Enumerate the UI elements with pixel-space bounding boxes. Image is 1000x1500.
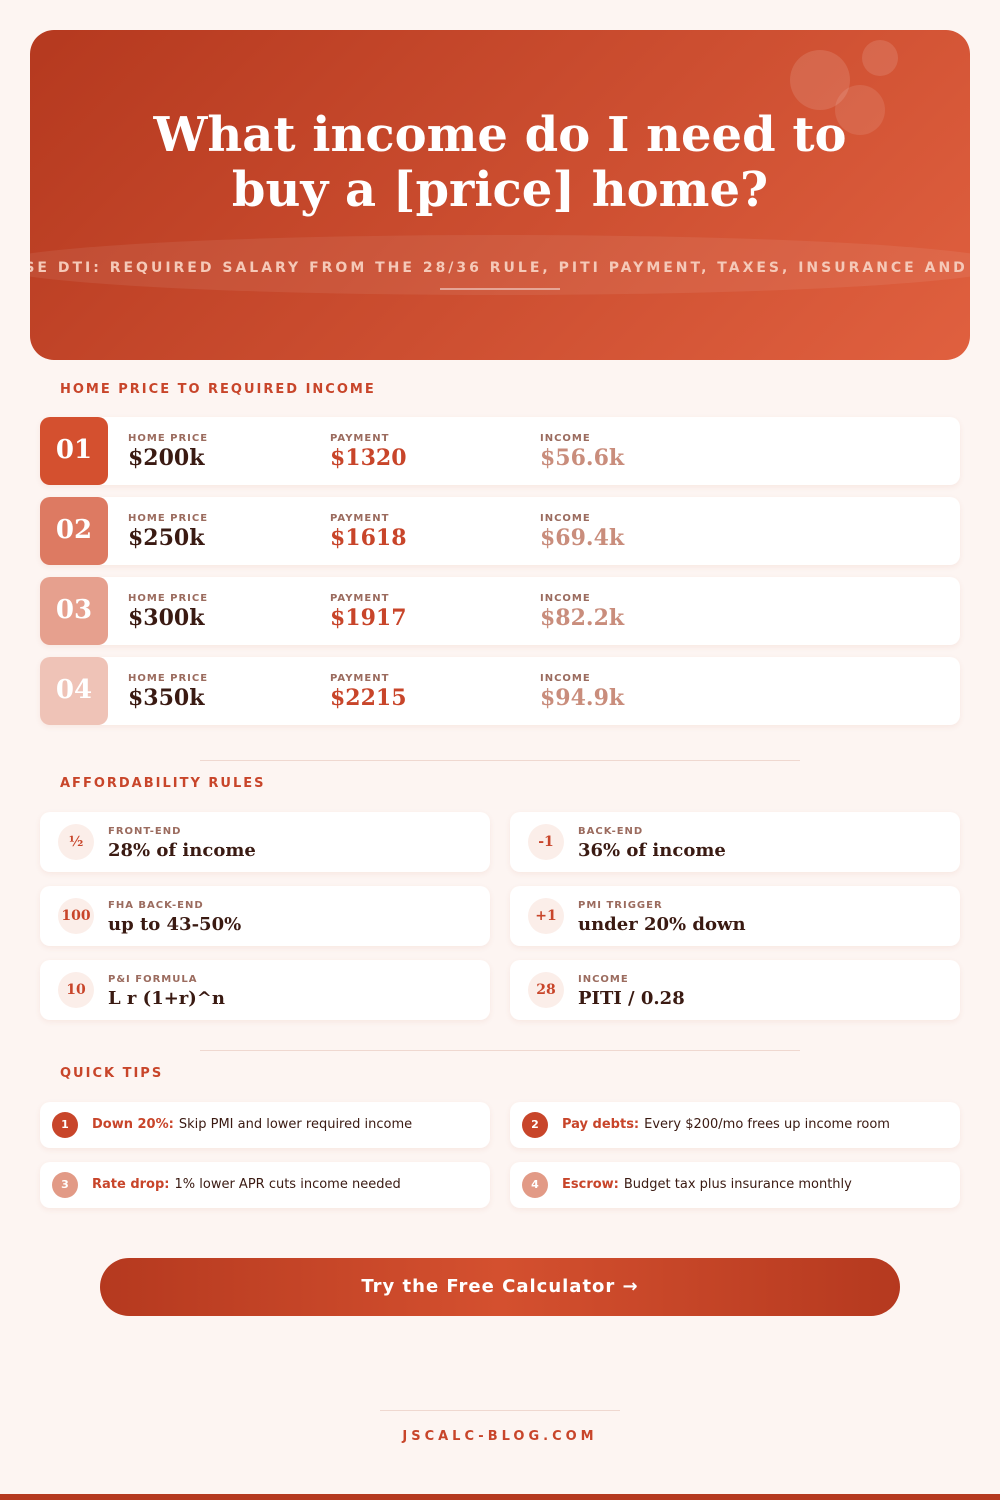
rule-label: P&I FORMULA <box>108 974 198 985</box>
bottom-bar <box>0 1494 1000 1500</box>
rule-icon: +1 <box>528 898 564 934</box>
tip-text: Escrow: Budget tax plus insurance monthly <box>562 1177 852 1192</box>
rule-icon: -1 <box>528 824 564 860</box>
tip-text: Pay debts: Every $200/mo frees up income … <box>562 1117 890 1132</box>
divider <box>200 1050 800 1051</box>
payment-value: $2215 <box>330 685 407 711</box>
row-number: 04 <box>40 657 108 725</box>
tip-card <box>40 1102 490 1148</box>
tip-body: Skip PMI and lower required income <box>178 1117 413 1132</box>
decor <box>30 235 970 295</box>
rule-value: PITI / 0.28 <box>578 988 685 1009</box>
rule <box>440 288 560 290</box>
tip-lead: Rate drop: <box>92 1177 170 1192</box>
tip-text: Down 20%: Skip PMI and lower required inc… <box>92 1117 412 1132</box>
subtitle-wrap: REVERSE DTI: REQUIRED SALARY FROM THE 28… <box>30 260 970 276</box>
rule-value: up to 43-50% <box>108 914 242 935</box>
payment-value: $1320 <box>330 445 407 471</box>
tip-body: 1% lower APR cuts income needed <box>174 1177 401 1192</box>
rule-label: BACK-END <box>578 826 644 837</box>
rule-icon: 28 <box>528 972 564 1008</box>
rule-card <box>40 886 490 946</box>
tip-lead: Pay debts: <box>562 1117 640 1132</box>
tip-number: 2 <box>522 1112 548 1138</box>
price-label: HOME PRICE <box>128 513 209 524</box>
payment-value: $1917 <box>330 605 407 631</box>
decor <box>862 40 898 76</box>
tip-body: Every $200/mo frees up income room <box>644 1117 890 1132</box>
decor <box>835 85 885 135</box>
income-label: INCOME <box>540 513 591 524</box>
tip-body: Budget tax plus insurance monthly <box>623 1177 852 1192</box>
rule-icon: 10 <box>58 972 94 1008</box>
rule-card <box>40 960 490 1020</box>
decor <box>790 50 850 110</box>
tip-card <box>40 1162 490 1208</box>
row-number: 03 <box>40 577 108 645</box>
payment-label: PAYMENT <box>330 513 390 524</box>
price-label: HOME PRICE <box>128 673 209 684</box>
footer-site: JSCALC-BLOG.COM <box>402 1429 598 1444</box>
divider <box>200 760 800 761</box>
payment-label: PAYMENT <box>330 593 390 604</box>
tip-lead: Escrow: <box>562 1177 619 1192</box>
subtitle: REVERSE DTI: REQUIRED SALARY FROM THE 28… <box>30 260 970 276</box>
income-label: INCOME <box>540 433 591 444</box>
rule-card <box>510 812 960 872</box>
income-label: INCOME <box>540 593 591 604</box>
income-value: $56.6k <box>540 445 625 471</box>
price-value: $250k <box>128 525 205 551</box>
rule-card <box>510 960 960 1020</box>
income-value: $82.2k <box>540 605 625 631</box>
tip-number: 3 <box>52 1172 78 1198</box>
row-card <box>40 497 960 565</box>
income-value: $69.4k <box>540 525 625 551</box>
tip-number: 4 <box>522 1172 548 1198</box>
tip-card <box>510 1162 960 1208</box>
row-number: 02 <box>40 497 108 565</box>
rule-value: L r (1+r)^n <box>108 988 225 1009</box>
hero: What income do I need to buy a [price] h… <box>30 30 970 360</box>
rule-card <box>40 812 490 872</box>
divider <box>380 1410 620 1411</box>
tip-number: 1 <box>52 1112 78 1138</box>
price-value: $200k <box>128 445 205 471</box>
payment-label: PAYMENT <box>330 433 390 444</box>
rule-value: 28% of income <box>108 840 256 861</box>
title: buy a [price] home? <box>231 162 769 218</box>
payment-value: $1618 <box>330 525 407 551</box>
section-heading: AFFORDABILITY RULES <box>60 776 266 791</box>
tip-card <box>510 1102 960 1148</box>
tip-text: Rate drop: 1% lower APR cuts income neede… <box>92 1177 401 1192</box>
row-card <box>40 657 960 725</box>
rule-card <box>510 886 960 946</box>
rule-label: FRONT-END <box>108 826 182 837</box>
price-value: $350k <box>128 685 205 711</box>
rule-label: FHA BACK-END <box>108 900 204 911</box>
title: What income do I need to <box>153 107 847 163</box>
price-label: HOME PRICE <box>128 433 209 444</box>
section-heading: HOME PRICE TO REQUIRED INCOME <box>60 382 376 397</box>
income-label: INCOME <box>540 673 591 684</box>
price-label: HOME PRICE <box>128 593 209 604</box>
row-card <box>40 417 960 485</box>
rule-icon: 100 <box>58 898 94 934</box>
rule-value: 36% of income <box>578 840 726 861</box>
row-number: 01 <box>40 417 108 485</box>
cta-button[interactable]: Try the Free Calculator → <box>100 1258 900 1316</box>
payment-label: PAYMENT <box>330 673 390 684</box>
row-card <box>40 577 960 645</box>
section-heading: QUICK TIPS <box>60 1066 164 1081</box>
rule-label: INCOME <box>578 974 629 985</box>
tip-lead: Down 20%: <box>92 1117 174 1132</box>
rule-label: PMI TRIGGER <box>578 900 663 911</box>
rule-value: under 20% down <box>578 914 746 935</box>
income-value: $94.9k <box>540 685 625 711</box>
price-value: $300k <box>128 605 205 631</box>
rule-icon: ½ <box>58 824 94 860</box>
